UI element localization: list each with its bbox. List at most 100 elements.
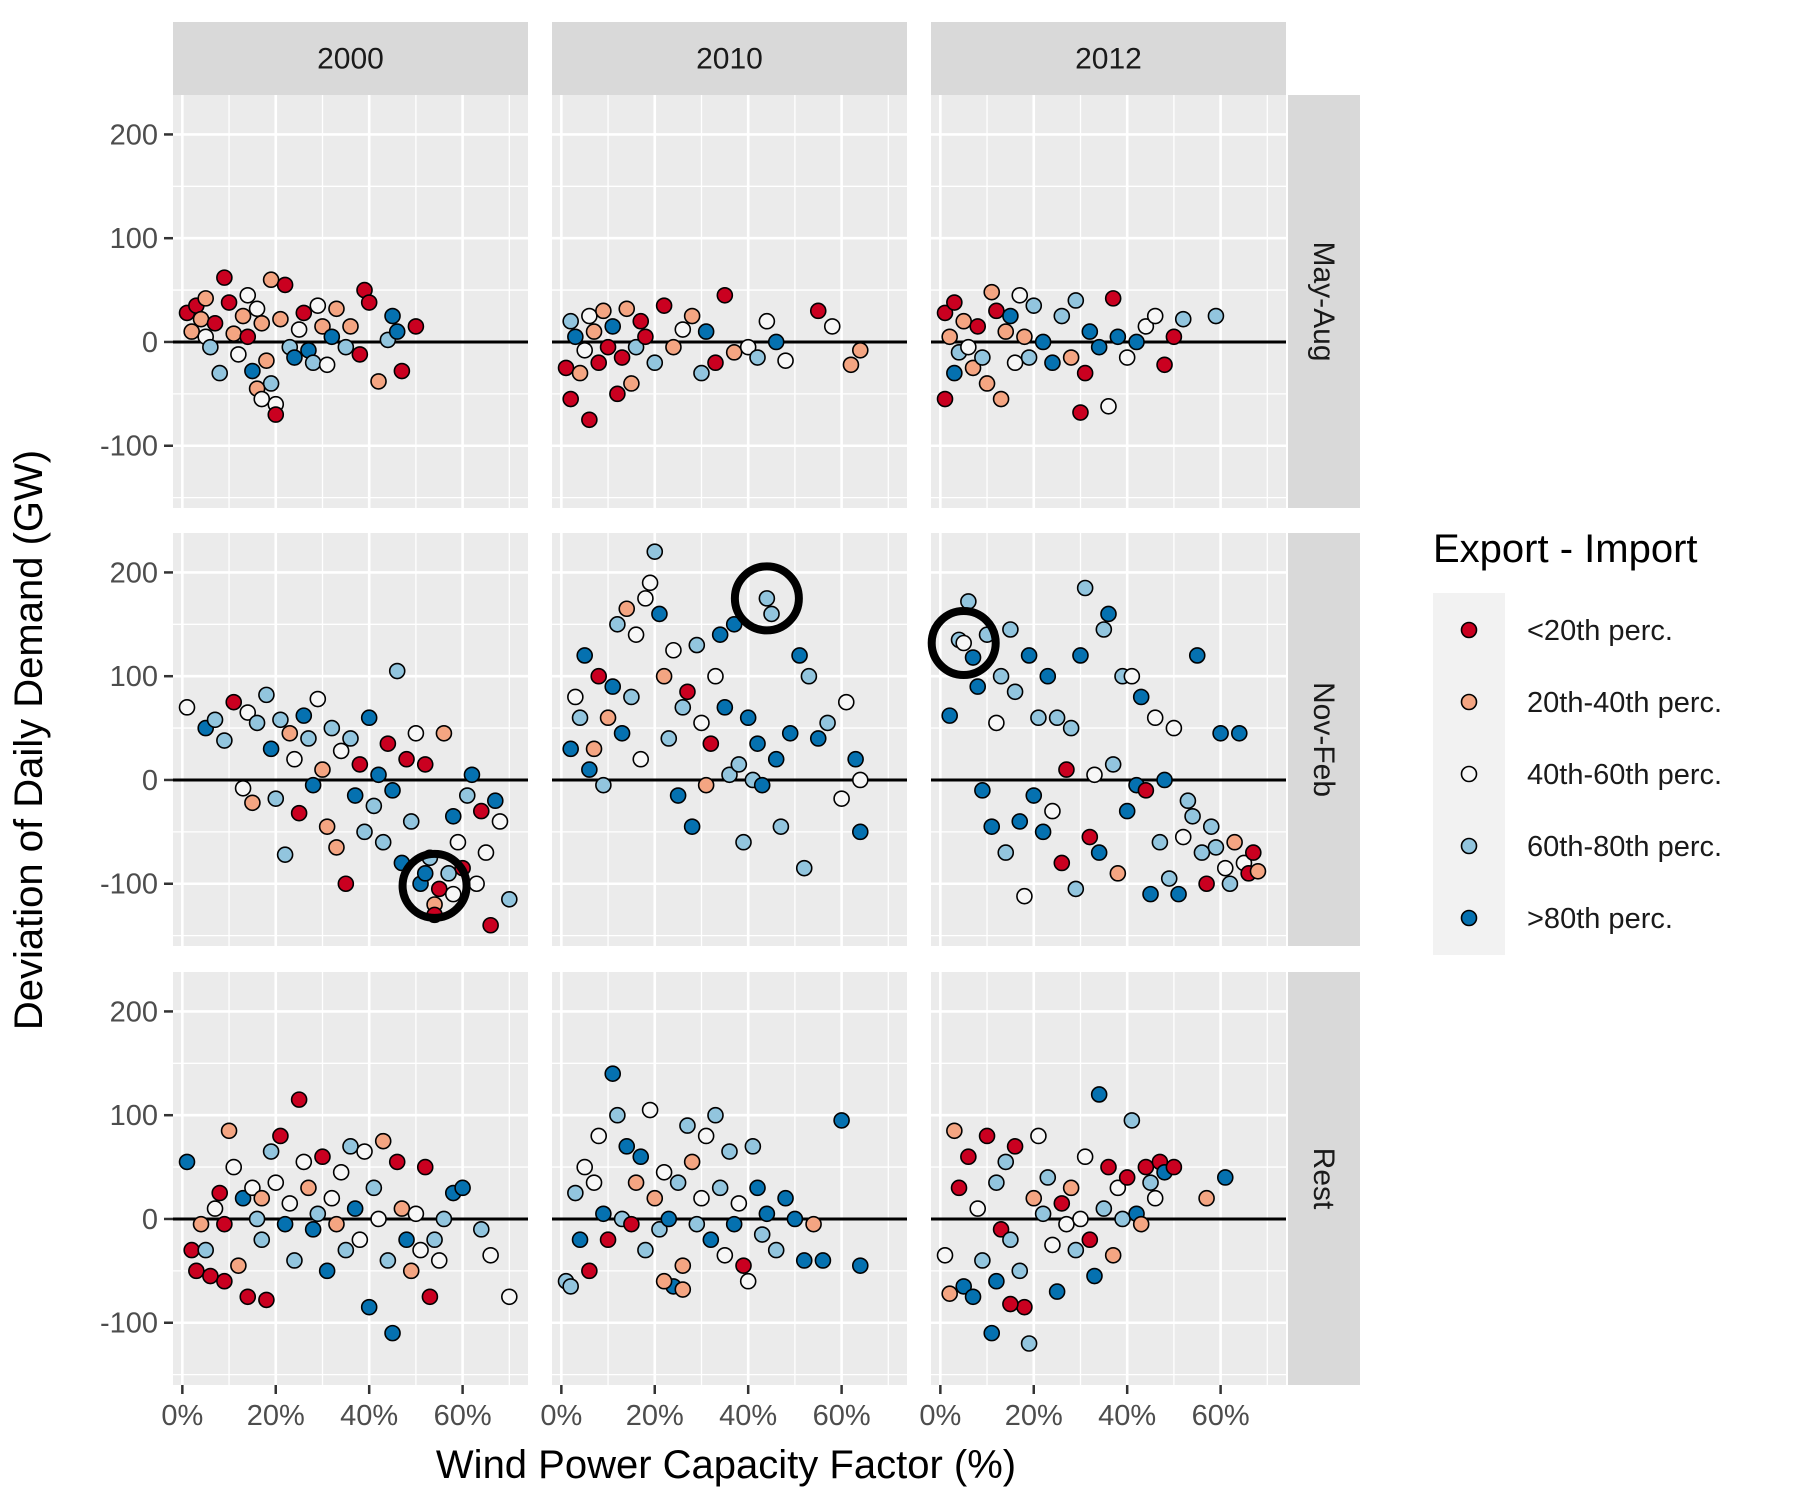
data-point	[767, 750, 785, 768]
data-point	[936, 1246, 954, 1264]
data-point	[421, 1288, 439, 1306]
data-point	[646, 543, 664, 560]
data-point	[960, 593, 977, 610]
data-point	[290, 321, 308, 338]
data-point	[346, 1200, 364, 1217]
highlight-circle	[927, 606, 1000, 679]
data-point	[290, 1091, 308, 1108]
data-point	[370, 766, 387, 784]
data-point	[1132, 688, 1150, 706]
data-point	[230, 346, 247, 363]
data-point	[314, 1148, 331, 1166]
data-point	[960, 1148, 977, 1166]
data-point	[1165, 719, 1183, 737]
data-point	[244, 794, 261, 812]
data-point	[581, 761, 598, 778]
column-strip	[931, 22, 1286, 95]
data-point	[309, 1205, 327, 1223]
data-point	[1020, 1335, 1038, 1352]
data-point	[1081, 323, 1099, 340]
data-point	[851, 1257, 869, 1274]
legend-label: >80th perc.	[1527, 903, 1673, 935]
data-point	[791, 647, 808, 664]
row-strip	[1288, 95, 1360, 508]
data-point	[216, 732, 233, 749]
y-tick-label: 100	[110, 661, 158, 693]
x-tick-label: 0%	[919, 1400, 961, 1432]
data-point	[393, 362, 411, 380]
data-point	[206, 1200, 224, 1217]
data-point	[772, 818, 790, 835]
data-point	[1174, 310, 1192, 328]
data-point	[590, 1127, 608, 1145]
data-point	[1090, 1086, 1108, 1103]
panel-2000-Nov-Feb	[173, 533, 528, 946]
data-point	[444, 807, 462, 825]
data-point	[1179, 792, 1197, 810]
data-point	[393, 1200, 411, 1217]
data-point	[665, 338, 682, 356]
data-point	[814, 1252, 832, 1269]
data-point	[402, 813, 420, 830]
data-point	[795, 859, 813, 877]
data-point	[983, 283, 1001, 301]
data-point	[304, 1221, 322, 1238]
data-point	[360, 709, 378, 727]
data-point	[978, 1127, 996, 1145]
data-point	[711, 626, 729, 643]
data-point	[216, 269, 233, 286]
data-point	[314, 761, 331, 778]
data-point	[609, 1106, 626, 1124]
data-point	[974, 1252, 991, 1269]
data-point	[618, 1138, 636, 1155]
data-point	[1137, 318, 1155, 335]
data-point	[974, 782, 991, 799]
data-point	[286, 750, 303, 768]
data-point	[725, 344, 743, 361]
data-point	[823, 318, 841, 335]
data-point	[576, 341, 593, 359]
data-point	[384, 782, 401, 799]
data-point	[1128, 333, 1145, 351]
data-point	[239, 704, 257, 721]
data-point	[595, 776, 612, 794]
axes: 200 100 0 -100 200 100 0 -100 200 100 0 -100 0% 20% 40…	[100, 119, 1250, 1432]
panel-2010-Rest	[552, 972, 907, 1385]
data-point	[1104, 290, 1122, 307]
data-point	[1086, 1267, 1103, 1285]
data-point	[665, 641, 682, 659]
data-point	[230, 1257, 247, 1274]
data-point	[941, 707, 958, 724]
data-point	[637, 328, 654, 346]
data-point	[819, 714, 836, 732]
data-point	[969, 678, 987, 695]
data-point	[749, 735, 766, 752]
data-point	[679, 683, 696, 701]
data-point	[576, 647, 593, 664]
x-tick-label: 40%	[719, 1400, 777, 1432]
panel-2010-May-Aug	[552, 95, 907, 508]
panel-2012-May-Aug	[931, 95, 1286, 508]
data-point	[328, 300, 345, 318]
data-point	[407, 724, 425, 742]
data-point	[660, 1210, 678, 1228]
legend-label: 20th-40th perc.	[1527, 687, 1722, 719]
data-point	[941, 1285, 958, 1302]
data-point	[581, 411, 598, 429]
data-point	[786, 1210, 804, 1228]
data-point	[178, 1153, 196, 1171]
x-tick-label: 60%	[813, 1400, 871, 1432]
data-point	[234, 307, 252, 325]
data-point	[660, 730, 678, 747]
data-point	[342, 1138, 359, 1155]
x-tick-label: 20%	[1005, 1400, 1063, 1432]
data-point	[1156, 771, 1173, 789]
data-point	[1207, 307, 1225, 325]
data-point	[567, 688, 584, 706]
data-point	[604, 678, 622, 695]
data-point	[590, 354, 608, 372]
data-point	[758, 590, 776, 607]
panel-2000-May-Aug	[173, 95, 528, 508]
data-point	[449, 833, 467, 851]
